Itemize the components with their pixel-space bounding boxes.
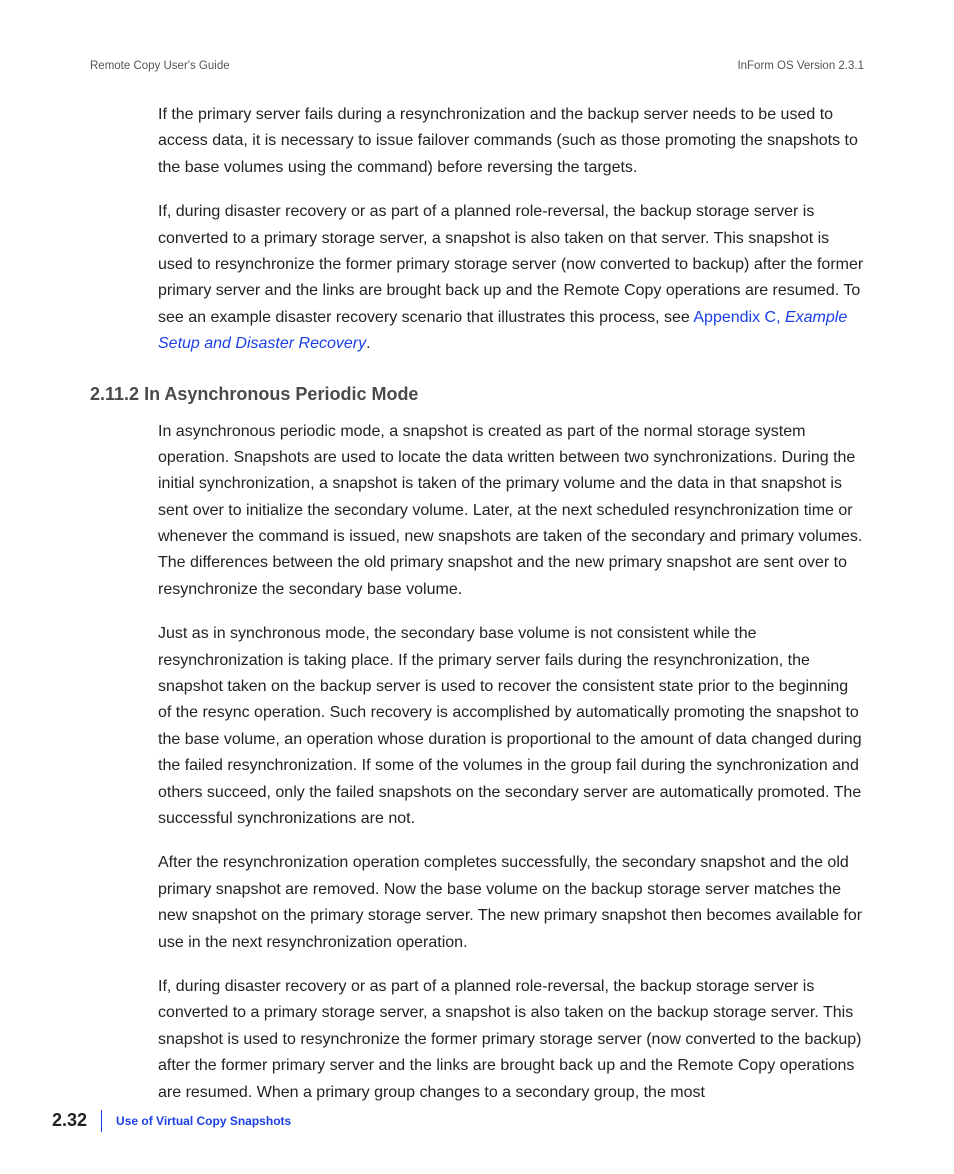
header-left: Remote Copy User's Guide — [90, 60, 230, 72]
paragraph-3: In asynchronous periodic mode, a snapsho… — [158, 419, 864, 604]
footer-divider — [101, 1110, 102, 1132]
paragraph-2: If, during disaster recovery or as part … — [158, 199, 864, 357]
paragraph-2-text: If, during disaster recovery or as part … — [158, 203, 863, 326]
section-number: 2.11.2 — [90, 384, 139, 404]
paragraph-2-tail: . — [366, 335, 370, 352]
running-header: Remote Copy User's Guide InForm OS Versi… — [90, 60, 864, 72]
paragraph-5: After the resynchronization operation co… — [158, 850, 864, 956]
footer-section-title: Use of Virtual Copy Snapshots — [116, 1114, 291, 1128]
page-container: Remote Copy User's Guide InForm OS Versi… — [0, 0, 954, 1174]
section-heading: 2.11.2 In Asynchronous Periodic Mode — [90, 384, 864, 405]
paragraph-1: If the primary server fails during a res… — [158, 102, 864, 181]
appendix-link-prefix: Appendix C, — [693, 309, 785, 326]
header-right: InForm OS Version 2.3.1 — [737, 60, 864, 72]
page-number: 2.32 — [52, 1110, 101, 1131]
paragraph-6: If, during disaster recovery or as part … — [158, 974, 864, 1106]
body-text-block: If the primary server fails during a res… — [158, 102, 864, 358]
section-body: In asynchronous periodic mode, a snapsho… — [158, 419, 864, 1106]
section-title: In Asynchronous Periodic Mode — [144, 384, 418, 404]
paragraph-4: Just as in synchronous mode, the seconda… — [158, 621, 864, 832]
page-footer: 2.32 Use of Virtual Copy Snapshots — [52, 1110, 291, 1132]
